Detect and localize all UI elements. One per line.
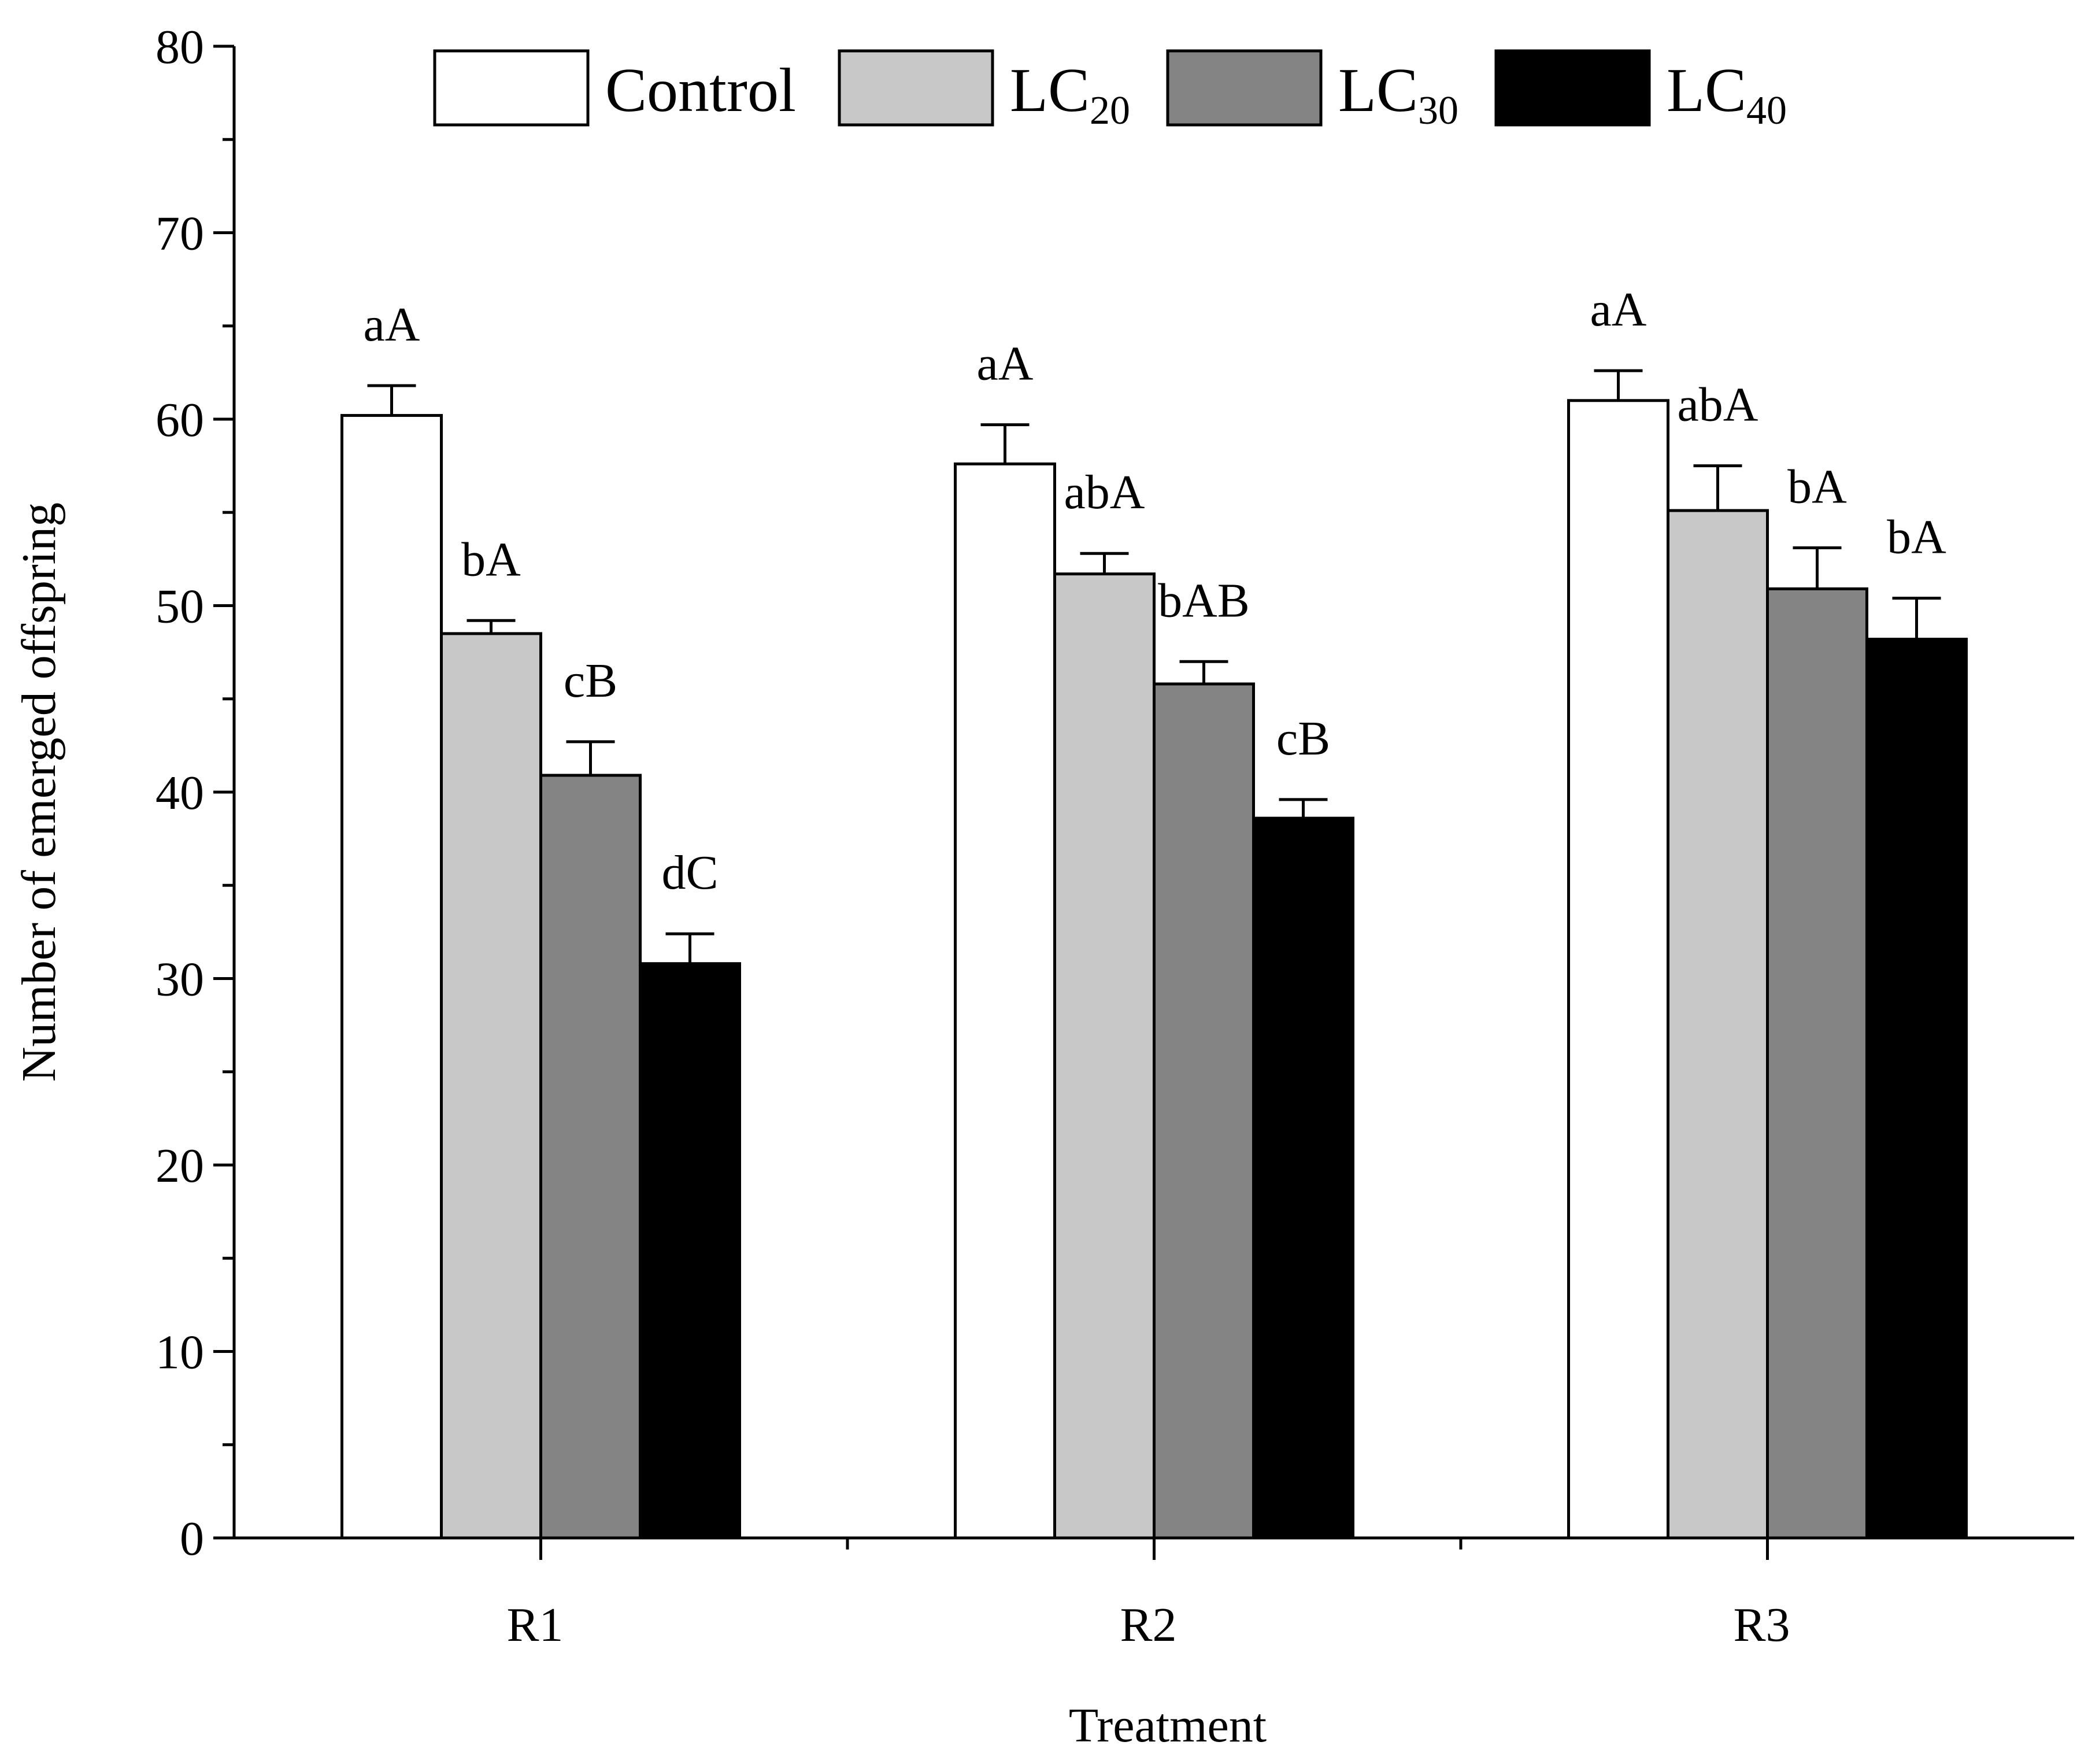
bar	[440, 632, 542, 1540]
bar	[1865, 638, 1968, 1540]
significance-label: cB	[564, 654, 617, 708]
bar	[639, 962, 741, 1540]
legend: Control LC20 LC30 LC40	[433, 49, 1787, 133]
bar	[1252, 816, 1354, 1540]
bar	[340, 414, 443, 1540]
significance-label: abA	[1064, 465, 1145, 519]
legend-label: Control	[605, 56, 796, 125]
bar	[954, 462, 1056, 1540]
x-axis-title: Treatment	[1069, 1699, 1267, 1752]
significance-label: aA	[364, 298, 420, 352]
significance-label: bA	[1887, 511, 1946, 564]
legend-swatch	[1494, 49, 1651, 127]
y-tick-label: 40	[156, 766, 204, 820]
legend-swatch	[433, 49, 590, 127]
y-axis-title: Number of emerged offspring	[12, 502, 66, 1082]
y-tick-label: 70	[156, 207, 204, 261]
bar	[1053, 572, 1156, 1540]
legend-label: LC20	[1010, 56, 1130, 133]
legend-swatch	[838, 49, 994, 127]
significance-label: bAB	[1158, 574, 1250, 627]
legend-label: LC30	[1338, 56, 1458, 133]
significance-label: cB	[1276, 712, 1330, 765]
significance-label: abA	[1678, 378, 1758, 432]
bars-layer: aA aA aA bA abA abA cB bAB bA dC cB bA	[340, 283, 1968, 1540]
axes-layer: 0 10 20 30 40 50 60 70 80 R1 R2 R3	[156, 20, 2074, 1652]
bar	[539, 774, 642, 1540]
significance-label: bA	[1787, 460, 1847, 514]
bar	[1153, 682, 1255, 1540]
y-tick-label: 20	[156, 1139, 204, 1193]
x-tick-label: R1	[506, 1598, 563, 1652]
bar	[1766, 587, 1868, 1540]
y-tick-label: 30	[156, 953, 204, 1007]
legend-swatch	[1166, 49, 1323, 127]
y-tick-label: 60	[156, 393, 204, 447]
legend-label: LC40	[1667, 56, 1787, 133]
significance-label: aA	[977, 337, 1034, 391]
x-tick-label: R2	[1120, 1598, 1176, 1652]
bar	[1567, 399, 1669, 1540]
x-tick-label: R3	[1733, 1598, 1790, 1652]
bar	[1667, 509, 1769, 1540]
y-tick-label: 0	[180, 1512, 204, 1566]
y-tick-label: 10	[156, 1326, 204, 1380]
significance-label: dC	[661, 846, 718, 900]
y-tick-label: 50	[156, 580, 204, 634]
y-tick-label: 80	[156, 20, 204, 74]
significance-label: aA	[1590, 283, 1647, 336]
significance-label: bA	[461, 532, 521, 586]
